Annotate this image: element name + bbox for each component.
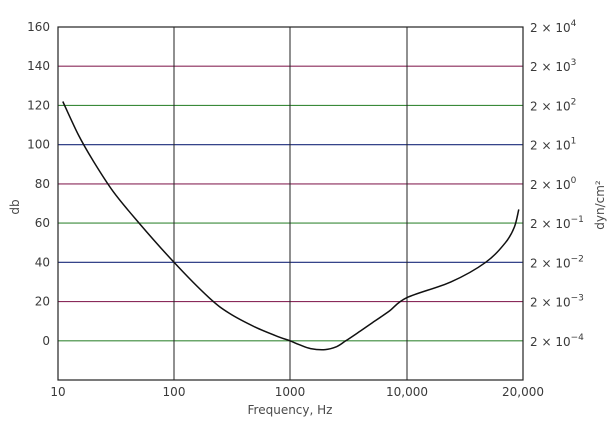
- series: [62, 101, 520, 351]
- y2-tick-label: 2 × 10−2: [530, 254, 584, 270]
- y2-axis-label: dyn/cm²: [593, 180, 607, 230]
- y-tick-label: 160: [27, 20, 50, 34]
- y2-axis-ticks: 2 × 10−4 2 × 10−3 2 × 10−2 2 × 10−1 2 × 100 2…: [530, 19, 584, 349]
- y2-tick-label: 2 × 104: [530, 19, 577, 35]
- x-tick-label: 1000: [275, 385, 306, 399]
- x-tick-label: 10: [50, 385, 65, 399]
- y2-tick-label: 2 × 10−3: [530, 294, 584, 310]
- y-tick-label: 40: [35, 255, 50, 269]
- y-tick-label: 20: [35, 295, 50, 309]
- threshold-curve: [62, 101, 520, 351]
- y2-tick-label: 2 × 10−4: [530, 333, 584, 349]
- x-tick-label: 10,000: [386, 385, 428, 399]
- x-tick-label: 100: [163, 385, 186, 399]
- y-tick-label: 140: [27, 59, 50, 73]
- x-axis-label: Frequency, Hz: [248, 403, 333, 417]
- y-tick-label: 60: [35, 216, 50, 230]
- y-tick-label: 0: [42, 334, 50, 348]
- x-axis-ticks: 10 100 1000 10,000 20,000: [50, 385, 544, 399]
- y2-tick-label: 2 × 101: [530, 137, 576, 153]
- grid: [57, 26, 524, 381]
- y-tick-label: 120: [27, 98, 50, 112]
- plot-frame: [57, 26, 524, 381]
- y-tick-label: 80: [35, 177, 50, 191]
- x-tick-label: 20,000: [502, 385, 544, 399]
- y2-tick-label: 2 × 10−1: [530, 215, 584, 231]
- y2-tick-label: 2 × 102: [530, 97, 576, 113]
- y-axis-ticks: 0 20 40 60 80 100 120 140 160: [27, 20, 50, 348]
- y2-tick-label: 2 × 100: [530, 176, 577, 192]
- y-tick-label: 100: [27, 138, 50, 152]
- y2-tick-label: 2 × 103: [530, 58, 576, 74]
- y-axis-label: db: [8, 199, 22, 214]
